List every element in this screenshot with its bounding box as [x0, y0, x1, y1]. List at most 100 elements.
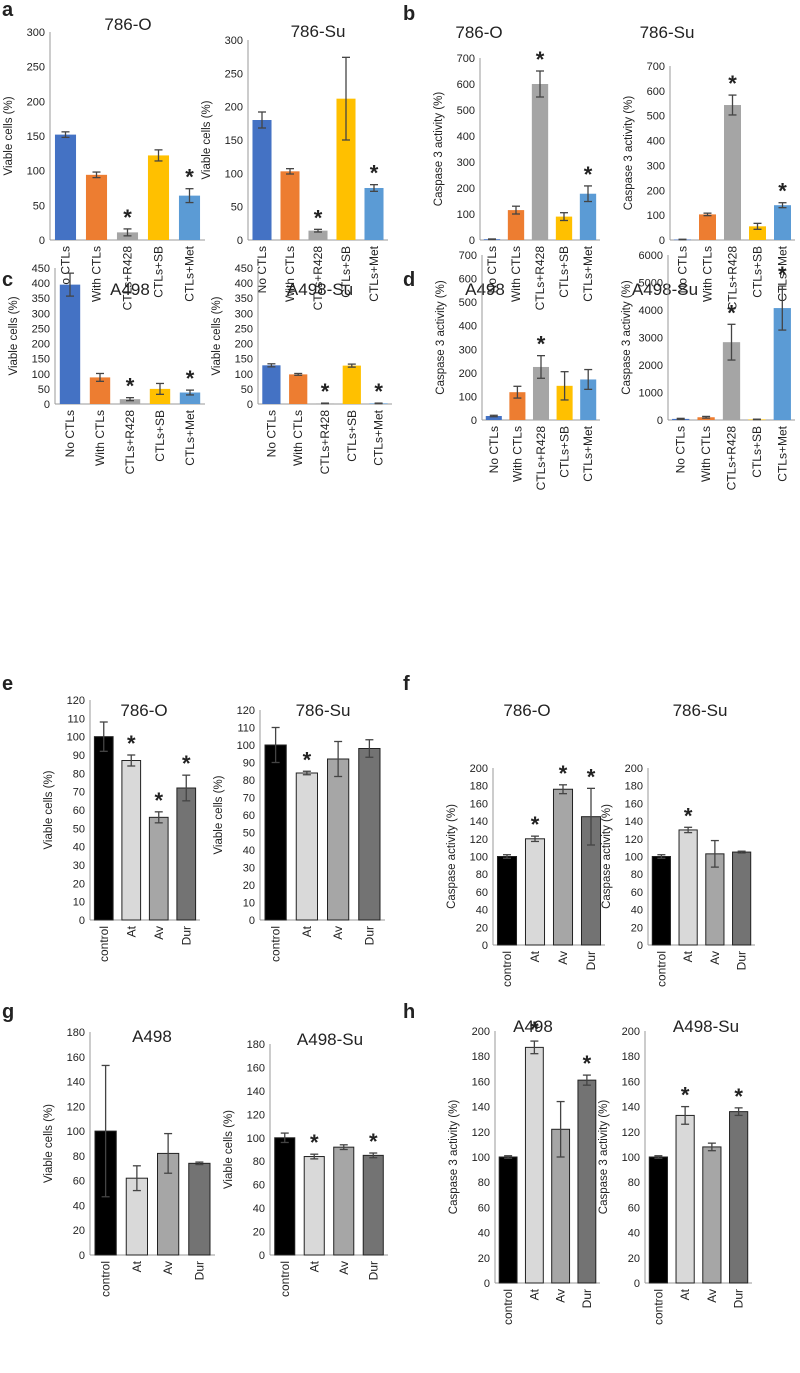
y-tick-label: 200 — [625, 763, 643, 775]
y-tick-label: 100 — [470, 852, 488, 864]
bar-CTLs+SB — [336, 98, 356, 241]
y-tick-label: 50 — [231, 202, 243, 214]
y-tick-label: 160 — [622, 1076, 640, 1088]
bar-Dur — [176, 787, 197, 921]
bar-Dur — [577, 1079, 597, 1284]
chart-title: 786-O — [104, 15, 151, 34]
panel-label: h — [403, 1001, 415, 1023]
x-tick-label: CTLs+Met — [183, 409, 197, 465]
y-tick-label: 400 — [32, 278, 50, 290]
y-tick-label: 100 — [225, 168, 243, 180]
y-axis-label: Viable cells (%) — [223, 1110, 235, 1189]
y-tick-label: 60 — [73, 805, 85, 817]
x-tick-label: No CTLs — [264, 410, 278, 457]
y-tick-label: 100 — [457, 209, 475, 221]
x-tick-label: control — [501, 1289, 515, 1325]
bar-At — [303, 1156, 325, 1256]
bar-At — [524, 838, 546, 946]
y-tick-label: 20 — [478, 1253, 490, 1265]
x-tick-label: CTLs+SB — [152, 246, 166, 298]
y-tick-label: 6000 — [639, 250, 663, 262]
x-tick-label: Dur — [584, 951, 598, 970]
y-tick-label: 20 — [73, 878, 85, 890]
y-tick-label: 0 — [237, 235, 243, 247]
y-tick-label: 250 — [235, 323, 253, 335]
y-tick-label: 500 — [457, 105, 475, 117]
x-tick-label: Av — [152, 926, 166, 940]
y-tick-label: 40 — [73, 842, 85, 854]
y-tick-label: 140 — [247, 1086, 265, 1098]
y-tick-label: 0 — [469, 235, 475, 247]
y-tick-label: 100 — [625, 852, 643, 864]
y-tick-label: 180 — [625, 781, 643, 793]
y-axis-label: Caspase 3 activity (%) — [621, 280, 633, 395]
y-tick-label: 100 — [472, 1152, 490, 1164]
chart-title: A498 — [513, 1017, 553, 1036]
y-tick-label: 90 — [73, 750, 85, 762]
bar-CTLs+R428 — [532, 366, 550, 420]
y-tick-label: 120 — [247, 1109, 265, 1121]
chart-1: 786-Su 0 50 100 150 200 250 300 Viable cells (%)… — [201, 22, 388, 310]
y-tick-label: 0 — [659, 235, 665, 247]
y-axis-label: Caspase 3 activity (%) — [435, 280, 447, 395]
y-tick-label: 100 — [237, 740, 255, 752]
y-tick-label: 20 — [253, 1227, 265, 1239]
x-tick-label: CTLs+SB — [558, 426, 572, 478]
y-tick-label: 70 — [243, 793, 255, 805]
y-tick-label: 50 — [243, 828, 255, 840]
x-tick-label: CTLs+Met — [372, 409, 386, 465]
y-tick-label: 200 — [622, 1026, 640, 1038]
panel-label: f — [403, 673, 410, 695]
x-tick-label: Dur — [366, 1261, 380, 1280]
bar-CTLs+Met — [774, 205, 791, 240]
significance-asterisk: * — [587, 764, 596, 789]
y-tick-label: 60 — [631, 887, 643, 899]
chart-title: A498 — [132, 1027, 172, 1046]
bar-No CTLs — [54, 134, 77, 240]
bar-CTLs+Met — [179, 392, 201, 404]
y-axis-label: Caspase 3 activity (%) — [623, 96, 635, 211]
y-tick-label: 150 — [235, 354, 253, 366]
x-tick-label: control — [99, 1261, 113, 1297]
x-tick-label: Av — [705, 1289, 719, 1303]
chart-12: g A498 0 20 40 60 80 100 120 140 160 180 Viable cell… — [2, 1001, 215, 1297]
bar-CTLs+R428 — [119, 399, 141, 404]
y-tick-label: 40 — [476, 905, 488, 917]
y-tick-label: 180 — [470, 781, 488, 793]
significance-asterisk: * — [374, 379, 383, 404]
chart-0: a 786-O 0 50 100 150 200 250 300 Viable cells (%)… — [2, 0, 205, 310]
y-axis-label: Viable cells (%) — [213, 775, 225, 854]
x-tick-label: Dur — [735, 951, 749, 970]
y-tick-label: 150 — [32, 354, 50, 366]
panel-label: b — [403, 3, 415, 25]
y-axis-label: Viable cells (%) — [43, 1104, 55, 1183]
y-tick-label: 180 — [67, 1027, 85, 1039]
x-tick-label: CTLs+SB — [339, 246, 353, 298]
x-tick-label: No CTLs — [676, 246, 690, 293]
y-tick-label: 20 — [476, 922, 488, 934]
y-tick-label: 160 — [247, 1062, 265, 1074]
y-tick-label: 0 — [484, 1278, 490, 1290]
y-tick-label: 100 — [622, 1152, 640, 1164]
y-tick-label: 300 — [225, 35, 243, 47]
y-tick-label: 100 — [67, 732, 85, 744]
bar-At — [675, 1114, 695, 1284]
y-tick-label: 40 — [631, 905, 643, 917]
bar-CTLs+SB — [555, 216, 573, 240]
y-tick-label: 700 — [457, 53, 475, 65]
y-tick-label: 250 — [225, 68, 243, 80]
y-tick-label: 600 — [459, 274, 477, 286]
y-tick-label: 120 — [622, 1127, 640, 1139]
significance-asterisk: * — [681, 1083, 690, 1108]
y-axis-label: Caspase 3 activity (%) — [448, 1100, 460, 1215]
x-tick-label: At — [307, 1260, 321, 1272]
bar-With CTLs — [89, 377, 111, 404]
y-tick-label: 0 — [657, 415, 663, 427]
chart-5: A498-Su 0 50 100 150 200 250 300 350 400 450 Viable… — [211, 263, 392, 474]
bar-No CTLs — [485, 415, 502, 420]
bar-CTLs+SB — [749, 226, 766, 240]
bar-CTLs+SB — [149, 388, 171, 404]
x-tick-label: Av — [556, 951, 570, 965]
x-tick-label: CTLs+R428 — [533, 246, 547, 311]
chart-6: d A498 0 100 200 300 400 500 600 700 Caspase 3 act… — [403, 250, 600, 490]
